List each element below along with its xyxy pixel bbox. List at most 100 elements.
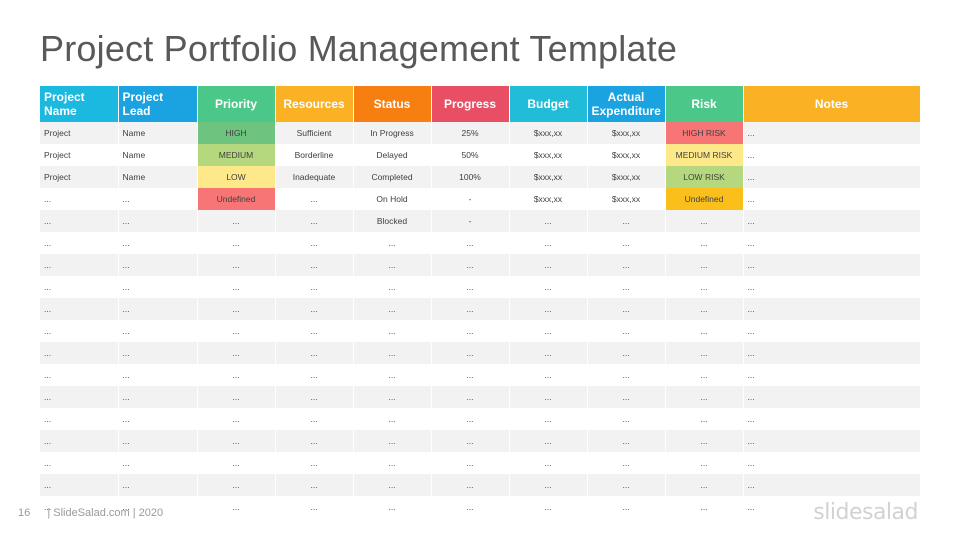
table-row: .............................. xyxy=(40,452,921,474)
table-cell: ... xyxy=(665,298,744,320)
table-row: .............................. xyxy=(40,408,921,430)
column-header: Budget xyxy=(509,86,588,122)
table-cell: ... xyxy=(509,408,588,430)
table-cell: - xyxy=(431,188,510,210)
column-header: Status xyxy=(353,86,432,122)
table-cell: ... xyxy=(118,342,198,364)
table-cell: ... xyxy=(353,232,432,254)
table-cell: ... xyxy=(587,430,666,452)
table-cell: ... xyxy=(431,320,510,342)
column-header: Progress xyxy=(431,86,510,122)
table-cell: ... xyxy=(197,430,276,452)
table-cell: ... xyxy=(743,364,921,386)
table-cell: ... xyxy=(40,364,119,386)
table-cell: ... xyxy=(431,496,510,518)
column-header: Resources xyxy=(275,86,354,122)
table-cell: ... xyxy=(275,452,354,474)
table-cell: ... xyxy=(197,254,276,276)
table-cell: ... xyxy=(353,320,432,342)
table-row: .............................. xyxy=(40,342,921,364)
table-cell: ... xyxy=(509,364,588,386)
table-cell: ... xyxy=(509,474,588,496)
table-cell: Completed xyxy=(353,166,432,188)
table-cell: ... xyxy=(40,474,119,496)
table-cell: ... xyxy=(743,276,921,298)
table-cell: ... xyxy=(353,496,432,518)
footer-source: | SlideSalad.com | 2020 xyxy=(47,507,164,519)
slide-footer: 16 | SlideSalad.com | 2020 xyxy=(18,507,163,519)
table-cell: Name xyxy=(118,166,198,188)
table-cell: ... xyxy=(431,408,510,430)
table-cell: ... xyxy=(743,430,921,452)
table-cell: MEDIUM RISK xyxy=(665,144,744,166)
table-cell: ... xyxy=(40,430,119,452)
table-cell: $xxx,xx xyxy=(509,166,588,188)
table-cell: ... xyxy=(665,232,744,254)
table-cell: ... xyxy=(743,254,921,276)
table-cell: ... xyxy=(665,452,744,474)
table-cell: ... xyxy=(509,320,588,342)
table-cell: ... xyxy=(353,276,432,298)
column-header: Project Name xyxy=(40,86,119,122)
table-cell: ... xyxy=(743,232,921,254)
table-cell: ... xyxy=(197,386,276,408)
table-cell: ... xyxy=(197,496,276,518)
table-cell: ... xyxy=(275,276,354,298)
table-cell: Name xyxy=(118,144,198,166)
table-cell: Name xyxy=(118,122,198,144)
table-cell: ... xyxy=(353,474,432,496)
table-cell: ... xyxy=(587,254,666,276)
table-cell: ... xyxy=(743,320,921,342)
table-cell: ... xyxy=(509,452,588,474)
table-cell: ... xyxy=(665,276,744,298)
table-row: Project Name HIGH Sufficient In Progress 25% $… xyxy=(40,122,921,144)
table-cell: ... xyxy=(275,408,354,430)
table-cell: ... xyxy=(743,144,921,166)
table-cell: ... xyxy=(743,210,921,232)
table-row: .............................. xyxy=(40,298,921,320)
column-header: Actual Expenditure xyxy=(587,86,666,122)
table-cell: ... xyxy=(665,496,744,518)
table-row: .............................. xyxy=(40,364,921,386)
table-cell: ... xyxy=(665,254,744,276)
table-cell: ... xyxy=(509,210,588,232)
table-cell: ... xyxy=(118,452,198,474)
table-cell: ... xyxy=(197,452,276,474)
table-cell: ... xyxy=(275,496,354,518)
table-cell: ... xyxy=(665,430,744,452)
table-cell: ... xyxy=(587,298,666,320)
table-cell: $xxx,xx xyxy=(509,144,588,166)
table-cell: ... xyxy=(118,188,198,210)
table-cell: ... xyxy=(509,298,588,320)
table-cell: ... xyxy=(743,386,921,408)
table-cell: ... xyxy=(665,386,744,408)
table-cell: ... xyxy=(509,430,588,452)
table-cell: ... xyxy=(353,408,432,430)
table-cell: Sufficient xyxy=(275,122,354,144)
table-cell: ... xyxy=(275,386,354,408)
table-row: .............................. xyxy=(40,474,921,496)
table-cell: 100% xyxy=(431,166,510,188)
table-cell: ... xyxy=(353,254,432,276)
table-cell: ... xyxy=(353,298,432,320)
table-cell: ... xyxy=(431,452,510,474)
table-cell: ... xyxy=(587,210,666,232)
table-cell: ... xyxy=(743,474,921,496)
table-cell: 50% xyxy=(431,144,510,166)
table-cell: ... xyxy=(118,386,198,408)
table-row: .............................. xyxy=(40,386,921,408)
table-cell: ... xyxy=(275,232,354,254)
table-row: ............ Blocked -............ xyxy=(40,210,921,232)
table-cell: ... xyxy=(431,430,510,452)
table-cell: ... xyxy=(197,342,276,364)
table-cell: ... xyxy=(40,386,119,408)
table-cell: ... xyxy=(431,254,510,276)
table-row: .............................. xyxy=(40,276,921,298)
table-cell: ... xyxy=(275,320,354,342)
table-cell: ... xyxy=(587,342,666,364)
table-cell: $xxx,xx xyxy=(587,188,666,210)
table-cell: ... xyxy=(40,496,119,518)
table-cell: ... xyxy=(431,276,510,298)
table-cell: ... xyxy=(509,342,588,364)
table-cell: ... xyxy=(353,430,432,452)
